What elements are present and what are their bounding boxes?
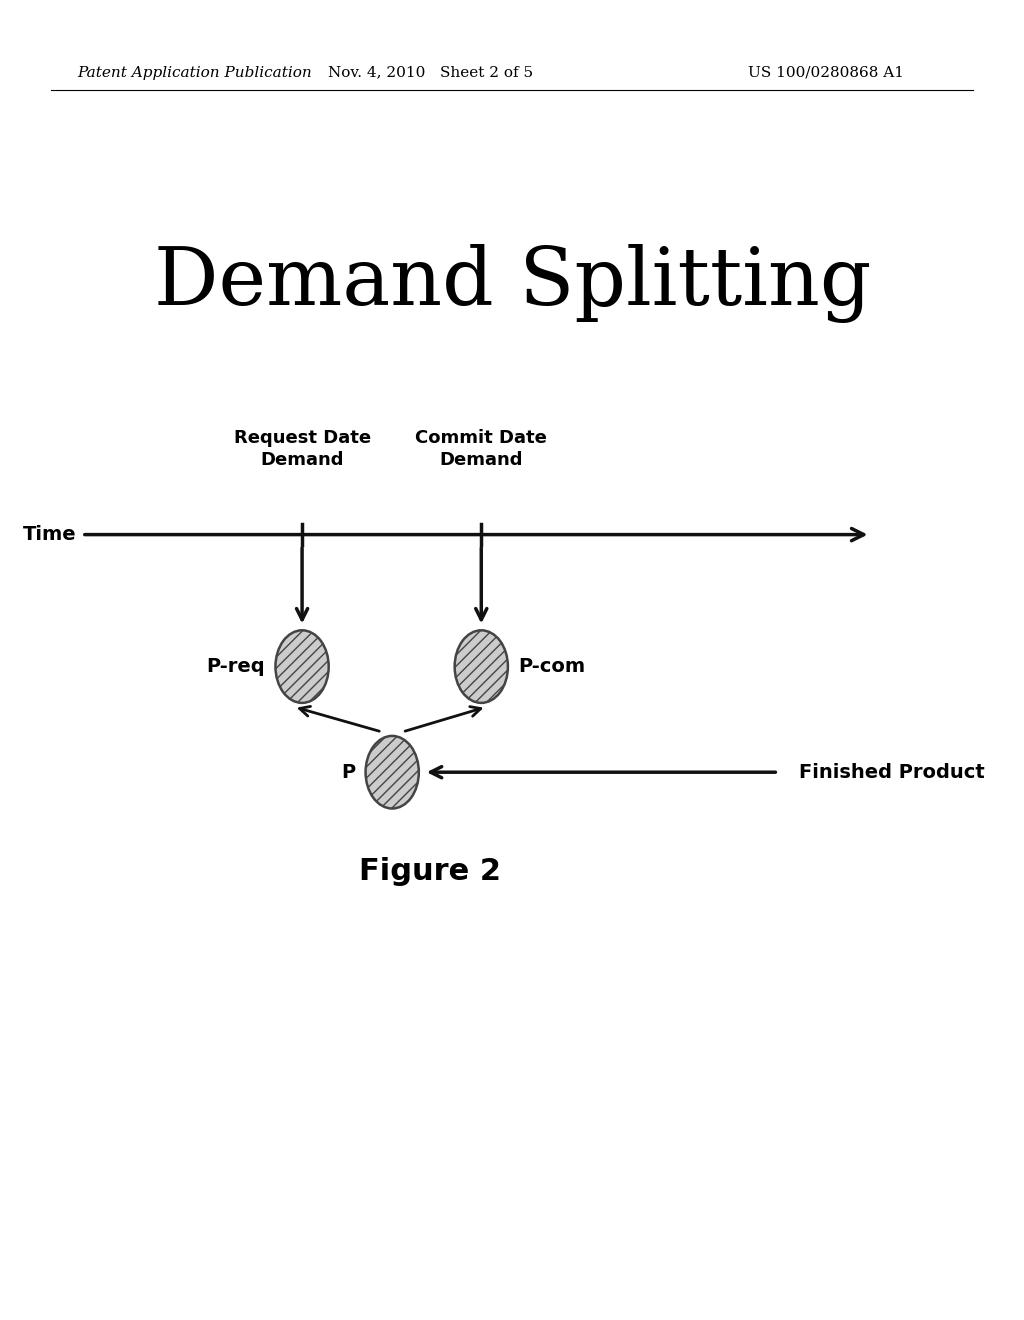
Text: Figure 2: Figure 2 [359,857,501,886]
Text: P-req: P-req [207,657,265,676]
Text: Request Date
Demand: Request Date Demand [233,429,371,469]
Text: US 100/0280868 A1: US 100/0280868 A1 [748,66,903,79]
Ellipse shape [275,631,329,702]
Ellipse shape [455,631,508,702]
Text: Nov. 4, 2010   Sheet 2 of 5: Nov. 4, 2010 Sheet 2 of 5 [328,66,532,79]
Text: Finished Product: Finished Product [799,763,984,781]
Text: Demand Splitting: Demand Splitting [154,244,871,323]
Text: Commit Date
Demand: Commit Date Demand [416,429,547,469]
Text: Time: Time [24,525,77,544]
Text: P-com: P-com [518,657,586,676]
Text: P: P [341,763,355,781]
Ellipse shape [366,737,419,808]
Text: Patent Application Publication: Patent Application Publication [77,66,311,79]
